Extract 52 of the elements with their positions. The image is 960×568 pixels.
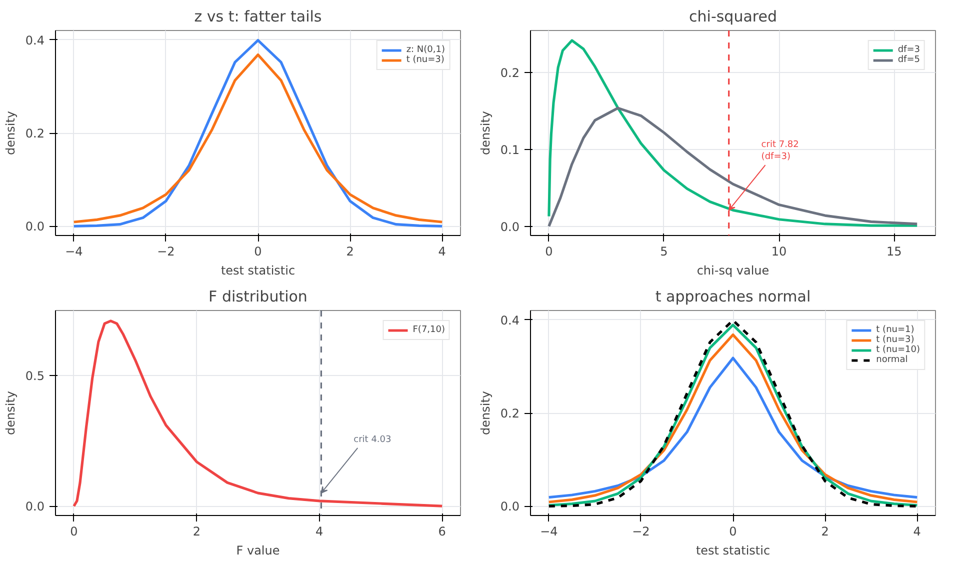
legend-label: t (nu=3): [876, 335, 914, 345]
annotation: crit 7.82 (df=3): [761, 140, 799, 162]
x-axis-title: test statistic: [220, 264, 296, 278]
legend-label: df=3: [898, 45, 920, 55]
x-axis-title: test statistic: [696, 544, 770, 558]
x-tick-label: 0: [70, 524, 78, 538]
x-tick-label: 2: [821, 524, 829, 538]
x-axis-title: chi-sq value: [696, 264, 770, 278]
chart-title: t approaches normal: [655, 288, 811, 306]
x-tick-label: 2: [192, 524, 200, 538]
legend-label: t (nu=3): [406, 55, 444, 65]
y-tick-label: 0.5: [25, 369, 45, 384]
x-tick-label: −4: [540, 524, 558, 538]
x-tick-label: 5: [660, 244, 668, 258]
x-tick-label: 2: [346, 244, 354, 258]
legend-label: F(7,10): [412, 325, 445, 335]
y-tick-label: 0.4: [25, 33, 45, 48]
x-axis-title: F value: [236, 544, 280, 558]
chart-title: F distribution: [208, 288, 308, 306]
y-tick-label: 0.2: [500, 66, 520, 80]
y-tick-label: 0.2: [25, 126, 45, 140]
y-tick-label: 0.2: [500, 406, 520, 420]
x-tick-label: 6: [438, 524, 446, 538]
y-tick-label: 0.4: [500, 313, 520, 328]
y-axis-title: density: [3, 391, 18, 435]
x-tick-label: 0: [545, 244, 553, 258]
y-tick-label: 0.1: [500, 143, 520, 158]
x-tick-label: 0: [254, 244, 262, 258]
annotation: crit 4.03: [354, 434, 392, 445]
legend-label: t (nu=1): [876, 325, 914, 335]
x-tick-label: −4: [65, 244, 83, 258]
y-axis-title: density: [3, 111, 18, 155]
x-tick-label: −2: [157, 244, 175, 258]
x-tick-label: 4: [438, 244, 446, 258]
chart-title: z vs t: fatter tails: [194, 8, 322, 26]
y-tick-label: 0.0: [25, 220, 45, 234]
legend-label: z: N(0,1): [406, 45, 445, 55]
x-tick-label: 4: [316, 524, 324, 538]
x-tick-label: 0: [729, 524, 737, 538]
legend-label: df=5: [898, 55, 920, 65]
x-tick-label: 10: [771, 244, 787, 258]
y-tick-label: 0.0: [500, 500, 520, 514]
y-axis-title: density: [478, 111, 492, 155]
y-tick-label: 0.0: [25, 500, 45, 514]
legend-label: normal: [876, 355, 908, 365]
y-tick-label: 0.0: [500, 220, 520, 234]
y-axis-title: density: [478, 391, 492, 435]
legend-label: t (nu=10): [876, 345, 920, 355]
x-tick-label: −2: [632, 524, 650, 538]
x-tick-label: 15: [886, 244, 902, 258]
x-tick-label: 4: [913, 524, 921, 538]
chart-title: chi-squared: [689, 8, 777, 26]
